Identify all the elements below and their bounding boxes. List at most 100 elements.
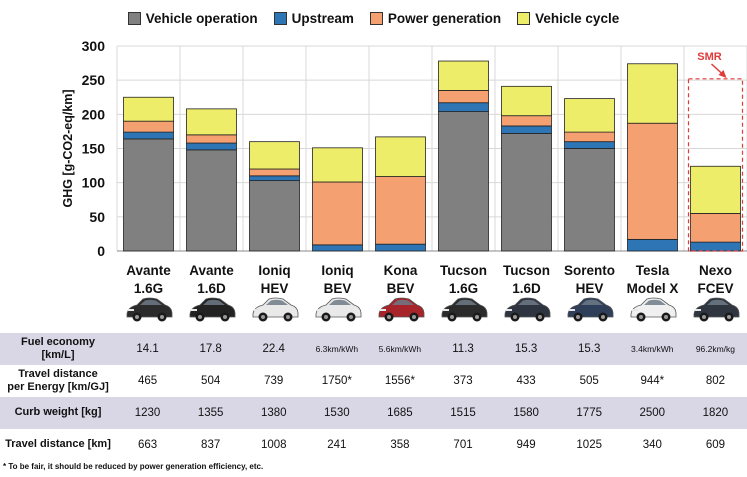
table-row: Travel distance per Energy [km/GJ] 465 504 7… xyxy=(0,365,747,397)
bar-segment xyxy=(186,108,237,136)
bar-segment xyxy=(186,142,237,151)
table-cell: 11.3 xyxy=(431,333,495,365)
x-tick-label: Avante xyxy=(189,263,234,278)
table-cell: 465 xyxy=(137,375,158,387)
legend-item: Vehicle cycle xyxy=(517,11,619,26)
x-tick-label: 1.6G xyxy=(449,281,478,296)
smr-arrow-head xyxy=(718,70,727,78)
legend-label: Vehicle cycle xyxy=(535,11,620,26)
table-cell: 340 xyxy=(642,439,662,451)
table-cell: 1685 xyxy=(368,397,432,429)
x-tick-label: 1.6D xyxy=(512,281,541,296)
table-cell: 1025 xyxy=(576,439,602,451)
x-tick-label: 1.6G xyxy=(134,281,163,296)
car-image xyxy=(504,297,550,322)
bar-segment xyxy=(501,125,552,134)
table-cell: 663 xyxy=(137,439,158,451)
x-tick-label: BEV xyxy=(387,281,415,296)
table-cell: 609 xyxy=(705,439,726,451)
table-cell: 358 xyxy=(390,439,410,451)
table-cell: 949 xyxy=(516,439,536,451)
table-cell: 6.3km/kWh xyxy=(305,333,369,365)
x-tick-label: BEV xyxy=(324,281,352,296)
table-cell: 739 xyxy=(264,375,284,387)
car-image xyxy=(567,297,613,322)
legend-label: Power generation xyxy=(387,11,502,26)
smr-label: SMR xyxy=(697,51,722,63)
y-tick-label: 50 xyxy=(89,209,105,225)
bar-segment xyxy=(627,122,678,240)
car-image xyxy=(378,297,424,322)
x-tick-label: Model X xyxy=(627,281,679,296)
bar-segment xyxy=(564,131,615,143)
table-cell: 22.4 xyxy=(242,333,306,365)
bar-segment xyxy=(375,243,426,252)
bar-segment xyxy=(312,147,363,183)
bar-segment xyxy=(186,149,237,252)
table-cell: 17.8 xyxy=(179,333,243,365)
x-tick-label: Kona xyxy=(384,263,418,278)
bar-segment xyxy=(627,238,678,252)
ghg-stacked-bar-chart: 0 50 100 150 200 250 300 GHG [g-CO2-eq/km] Avant… xyxy=(61,38,747,296)
table-cell: 1750* xyxy=(321,375,352,387)
bar-segment xyxy=(438,111,489,252)
y-axis-label: GHG [g-CO2-eq/km] xyxy=(61,89,75,207)
row-label: Curb weight [kg] xyxy=(0,397,116,429)
legend-label: Upstream xyxy=(291,11,354,26)
table-cell: 1008 xyxy=(260,439,287,451)
table-cell: 241 xyxy=(327,439,347,451)
x-tick-label: Tucson xyxy=(440,263,487,278)
table-cell: 433 xyxy=(516,375,536,387)
x-tick-label: HEV xyxy=(576,281,604,296)
bar-segment xyxy=(438,60,489,91)
table-cell: 96.2km/kg xyxy=(683,333,747,365)
bar-segment xyxy=(123,138,174,252)
y-tick-label: 0 xyxy=(97,243,105,259)
bar-segment xyxy=(564,98,615,133)
table-cell: 373 xyxy=(453,375,473,387)
bar-segment xyxy=(501,133,552,252)
bar-segment xyxy=(123,131,174,140)
table-cell: 1355 xyxy=(179,397,243,429)
bar-segment xyxy=(249,168,300,177)
x-tick-label: Avante xyxy=(126,263,171,278)
car-image xyxy=(441,297,487,322)
legend: Vehicle operation Upstream Power generatio… xyxy=(0,11,747,26)
legend-item: Vehicle operation xyxy=(127,11,258,26)
bar-segment xyxy=(312,181,363,246)
table-cell: 1556* xyxy=(384,375,415,387)
bar-segment xyxy=(501,115,552,127)
table-cell: 1380 xyxy=(242,397,306,429)
table-cell: 505 xyxy=(579,375,599,387)
bar-segment xyxy=(690,213,741,243)
bar-segment xyxy=(312,244,363,252)
x-tick-label: Tesla xyxy=(636,263,670,278)
legend-swatch xyxy=(273,12,287,25)
bar-segment xyxy=(375,176,426,245)
table-cell: 1530 xyxy=(305,397,369,429)
x-tick-label: Ioniq xyxy=(258,263,290,278)
x-tick-label: HEV xyxy=(261,281,289,296)
table-cell: 802 xyxy=(705,375,726,387)
y-tick-label: 150 xyxy=(82,141,106,157)
legend-swatch xyxy=(369,12,383,25)
x-tick-label: Ioniq xyxy=(321,263,353,278)
car-image xyxy=(189,297,235,322)
legend-label: Vehicle operation xyxy=(145,11,258,26)
vehicle-spec-table: Fuel economy [km/L] 14.1 17.8 22.4 6.3km/kWh 5… xyxy=(0,333,747,461)
x-tick-label: FCEV xyxy=(697,281,733,296)
y-tick-label: 300 xyxy=(82,38,106,54)
table-cell: 3.4km/kWh xyxy=(620,333,684,365)
footnote: * To be fair, it should be reduced by po… xyxy=(3,462,264,471)
car-image xyxy=(630,297,676,322)
bar-segment xyxy=(375,136,426,177)
row-label: Fuel economy [km/L] xyxy=(0,333,116,365)
table-row: Fuel economy [km/L] 14.1 17.8 22.4 6.3km/kWh 5… xyxy=(0,333,747,365)
bar-segment xyxy=(690,165,741,214)
table-cell: 1580 xyxy=(494,397,558,429)
row-label: Travel distance per Energy [km/GJ] xyxy=(7,367,109,393)
table-cell: 701 xyxy=(453,439,473,451)
table-cell: 1230 xyxy=(116,397,180,429)
bar-segment xyxy=(438,90,489,104)
table-cell: 2500 xyxy=(620,397,684,429)
